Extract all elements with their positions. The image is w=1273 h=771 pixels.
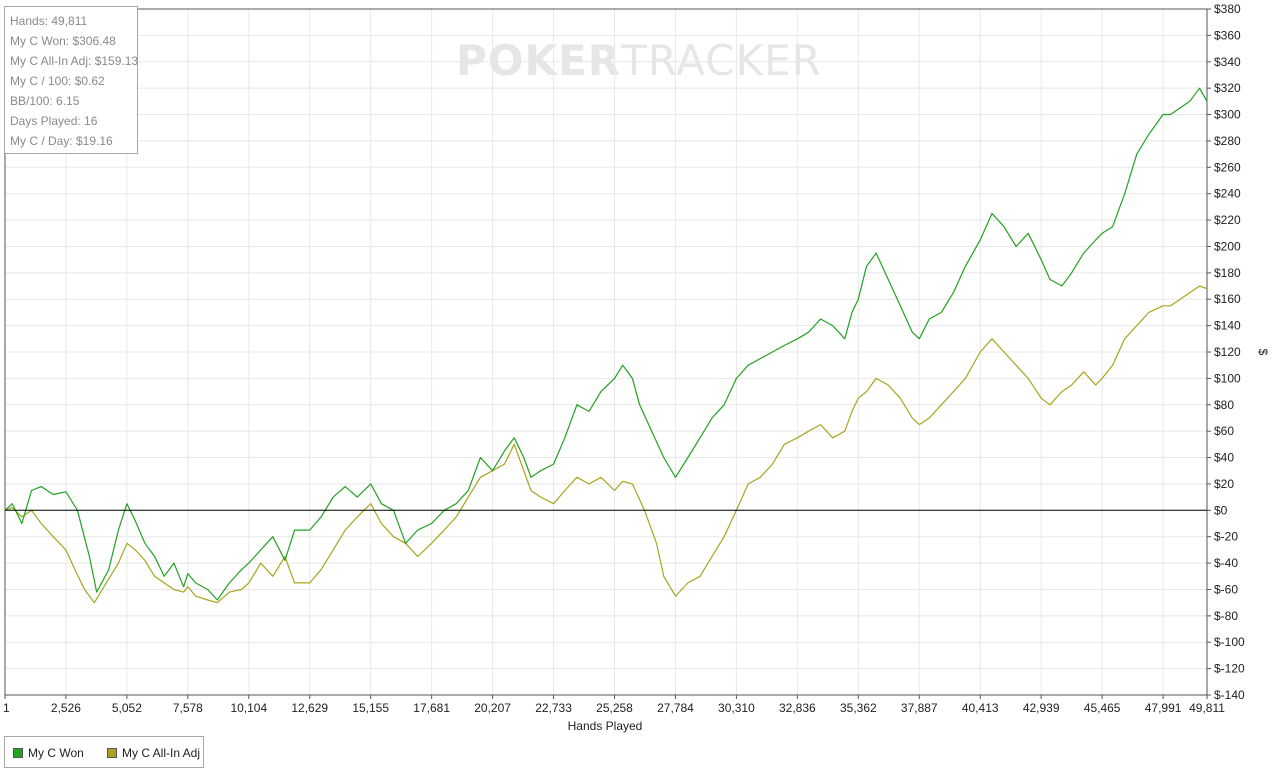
y-tick-label: $360 — [1214, 28, 1241, 42]
legend-swatch-allin-adj — [107, 748, 117, 758]
chart-grid — [4, 8, 1208, 696]
x-tick-label: 1 — [3, 701, 10, 715]
x-tick-label: 35,362 — [840, 701, 877, 715]
legend-label-allin-adj: My C All-In Adj — [122, 746, 201, 760]
watermark-bold-text: POKER — [456, 36, 622, 85]
stat-allin-adj: My C All-In Adj: $159.13 — [10, 54, 139, 68]
y-tick-label: $80 — [1214, 398, 1234, 412]
stat-per-day: My C / Day: $19.16 — [10, 134, 113, 148]
pokertracker-watermark-logo: POKERTRACKER — [456, 36, 822, 85]
x-tick-label: 37,887 — [901, 701, 938, 715]
x-tick-label: 32,836 — [779, 701, 816, 715]
y-tick-label: $180 — [1214, 266, 1241, 280]
x-tick-label: 25,258 — [596, 701, 633, 715]
y-tick-label: $280 — [1214, 134, 1241, 148]
y-tick-label: $-80 — [1214, 609, 1238, 623]
y-tick-label: $380 — [1214, 2, 1241, 16]
series-layer — [4, 87, 1208, 604]
legend-item-allin-adj[interactable]: My C All-In Adj — [107, 746, 200, 760]
y-tick-label: $140 — [1214, 319, 1241, 333]
x-tick-label: 5,052 — [112, 701, 142, 715]
y-tick-label: $-40 — [1214, 556, 1238, 570]
stat-bb-per-100: BB/100: 6.15 — [10, 94, 80, 108]
x-tick-label: 40,413 — [962, 701, 999, 715]
y-tick-label: $20 — [1214, 477, 1234, 491]
stats-panel: Hands: 49,811 My C Won: $306.48 My C All… — [4, 6, 138, 154]
x-tick-label: 42,939 — [1023, 701, 1060, 715]
y-tick-label: $260 — [1214, 160, 1241, 174]
y-tick-label: $200 — [1214, 239, 1241, 253]
x-tick-label: 17,681 — [413, 701, 450, 715]
legend-swatch-won — [13, 748, 23, 758]
series-line-won — [4, 87, 1208, 601]
series-line-allin-adj — [4, 285, 1208, 604]
chart-legend: My C Won My C All-In Adj — [4, 736, 204, 768]
y-axis-title: $ — [1256, 349, 1270, 356]
y-tick-label: $160 — [1214, 292, 1241, 306]
y-tick-label: $120 — [1214, 345, 1241, 359]
stat-hands: Hands: 49,811 — [10, 14, 88, 28]
x-tick-label: 45,465 — [1084, 701, 1121, 715]
y-tick-label: $60 — [1214, 424, 1234, 438]
y-tick-label: $-120 — [1214, 662, 1245, 676]
x-tick-label: 47,991 — [1145, 701, 1182, 715]
stat-days-played: Days Played: 16 — [10, 114, 98, 128]
x-tick-label: 49,811 — [1189, 701, 1225, 715]
y-tick-label: $220 — [1214, 213, 1241, 227]
x-tick-label: 2,526 — [51, 701, 81, 715]
y-tick-label: $-60 — [1214, 582, 1238, 596]
stat-won: My C Won: $306.48 — [10, 34, 116, 48]
x-tick-label: 12,629 — [291, 701, 328, 715]
y-tick-label: $320 — [1214, 81, 1241, 95]
y-tick-label: $340 — [1214, 55, 1241, 69]
x-tick-label: 27,784 — [657, 701, 694, 715]
y-tick-label: $-140 — [1214, 688, 1245, 702]
y-tick-label: $0 — [1214, 503, 1228, 517]
x-tick-label: 22,733 — [535, 701, 572, 715]
y-tick-label: $240 — [1214, 187, 1241, 201]
watermark-light-text: TRACKER — [621, 36, 822, 85]
y-tick-label: $300 — [1214, 108, 1241, 122]
x-axis-title: Hands Played — [568, 719, 643, 733]
y-tick-label: $40 — [1214, 451, 1234, 465]
y-tick-label: $-20 — [1214, 530, 1238, 544]
x-tick-label: 30,310 — [718, 701, 755, 715]
legend-label-won: My C Won — [28, 746, 84, 760]
stat-per-100: My C / 100: $0.62 — [10, 74, 105, 88]
y-tick-label: $100 — [1214, 371, 1241, 385]
y-tick-label: $-100 — [1214, 635, 1245, 649]
x-tick-label: 7,578 — [173, 701, 203, 715]
x-tick-label: 20,207 — [474, 701, 511, 715]
x-tick-label: 15,155 — [352, 701, 389, 715]
y-axis-ticks: $380 $360 $340 $320 $300 $280 $260 $240 $220 $200… — [1207, 2, 1245, 702]
x-tick-label: 10,104 — [230, 701, 267, 715]
legend-item-won[interactable]: My C Won — [13, 746, 84, 760]
x-axis-ticks: 1 2,526 5,052 7,578 10,104 12,629 15,155 17,681… — [3, 695, 1225, 715]
